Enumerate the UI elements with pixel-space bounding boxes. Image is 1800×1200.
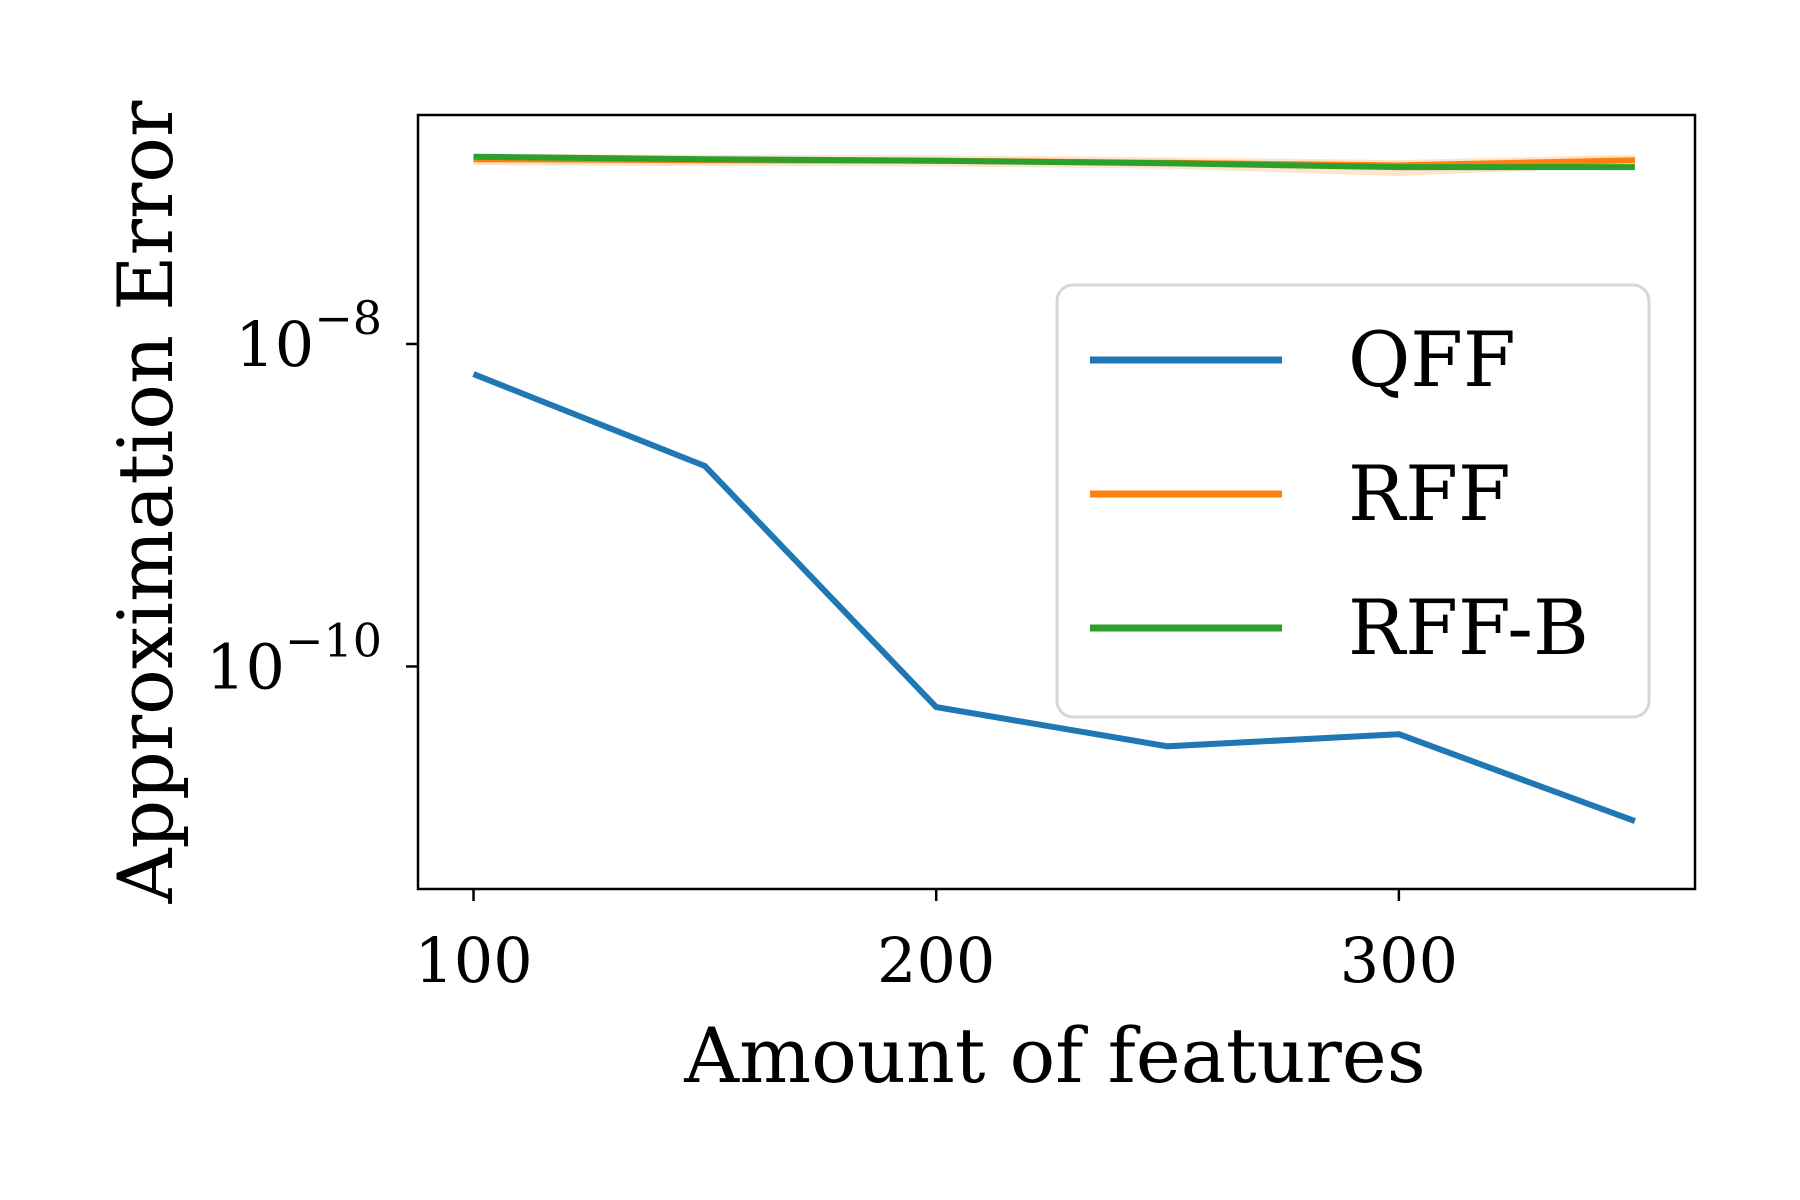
y-tick-label: 10−8	[235, 291, 382, 381]
x-tick-label: 200	[877, 924, 995, 997]
y-axis-title: Approximation Error	[101, 100, 190, 904]
legend-box	[1055, 283, 1651, 719]
series-lines	[472, 153, 1636, 824]
y-tick-label: 10−10	[206, 613, 382, 703]
y-axis: 10−8 10−10	[206, 291, 418, 703]
x-axis-title: Amount of features	[683, 1011, 1426, 1100]
plot-frame	[416, 113, 1697, 891]
x-tick-label: 100	[414, 924, 532, 997]
x-tick-label: 300	[1340, 924, 1458, 997]
x-axis: 100 200 300	[414, 889, 1458, 997]
series-line-qff	[472, 371, 1636, 824]
legend-label-qff: QFF	[1348, 315, 1516, 404]
legend-label-rff: RFF	[1348, 449, 1511, 538]
legend: QFF RFF RFF-B	[1055, 283, 1651, 719]
series-line-rff-b	[473, 153, 1635, 171]
legend-label-rff-b: RFF-B	[1348, 583, 1589, 672]
